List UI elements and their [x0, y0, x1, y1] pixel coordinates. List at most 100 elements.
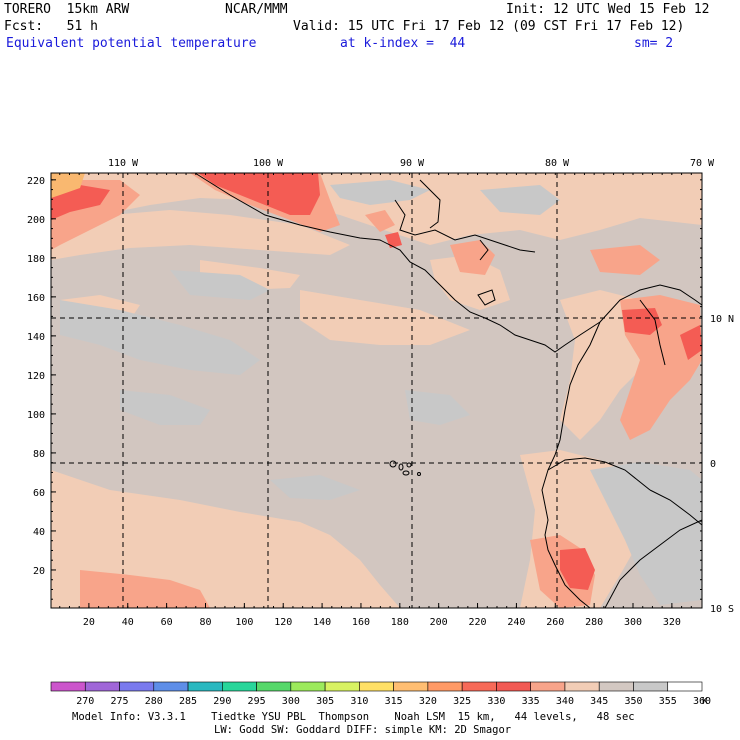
level-index: at k-index = 44 — [340, 36, 466, 51]
colorbar-label: 350 — [624, 696, 642, 707]
longitude-labels: 110 W 100 W 90 W 80 W 70 W — [108, 158, 715, 169]
colorbar-label: 325 — [453, 696, 471, 707]
colorbar-swatch — [153, 681, 189, 692]
colorbar — [50, 681, 703, 692]
colorbar-label: 285 — [179, 696, 197, 707]
colorbar-label: 340 — [556, 696, 574, 707]
y-tick-label: 220 — [27, 176, 45, 187]
colorbar-label: 295 — [248, 696, 266, 707]
x-tick-label: 260 — [546, 617, 564, 628]
model-info-line2: LW: Godd SW: Goddard DIFF: simple KM: 2D… — [214, 724, 512, 736]
x-tick-label: 300 — [624, 617, 642, 628]
colorbar-swatch — [667, 681, 703, 692]
colorbar-swatch — [461, 681, 497, 692]
x-tick-label: 140 — [313, 617, 331, 628]
colorbar-labels: 270 275 280 285 290 295 300 305 310 315 320 325 330 3… — [76, 696, 711, 707]
latlon-grid — [51, 173, 702, 608]
x-tick-label: 240 — [507, 617, 525, 628]
x-tick-label: 160 — [352, 617, 370, 628]
lon-label-110w: 110 W — [108, 158, 139, 169]
colorbar-swatch — [496, 681, 531, 692]
x-tick-label: 20 — [83, 617, 95, 628]
y-tick-label: 120 — [27, 371, 45, 382]
colorbar-swatch — [50, 681, 86, 692]
latitude-labels: 10 N 0 10 S — [710, 314, 734, 615]
colorbar-label: 320 — [419, 696, 437, 707]
y-tick-label: 160 — [27, 293, 45, 304]
colorbar-swatch — [324, 681, 360, 692]
colorbar-label: 290 — [213, 696, 231, 707]
colorbar-label: 355 — [659, 696, 677, 707]
colorbar-swatch — [427, 681, 463, 692]
x-tick-label: 180 — [391, 617, 409, 628]
field-regions-325-330 — [51, 173, 85, 198]
galapagos-islands — [389, 460, 421, 476]
field-name: Equivalent potential temperature — [6, 36, 257, 51]
colorbar-unit: K — [702, 696, 708, 707]
y-tick-label: 140 — [27, 332, 45, 343]
colorbar-label: 310 — [350, 696, 368, 707]
colorbar-swatch — [222, 681, 257, 692]
colorbar-swatch — [359, 681, 394, 692]
field-regions-350-355 — [60, 180, 702, 605]
lon-label-70w: 70 W — [690, 158, 715, 169]
colorbar-swatch — [187, 681, 223, 692]
colorbar-label: 275 — [110, 696, 128, 707]
colorbar-label: 360 — [693, 696, 711, 707]
colorbar-label: 300 — [282, 696, 300, 707]
y-tick-marks — [51, 179, 702, 600]
colorbar-swatch — [290, 681, 326, 692]
y-tick-label: 20 — [33, 566, 45, 577]
model-info-line1: Model Info: V3.3.1 Tiedtke YSU PBL Thomp… — [72, 711, 635, 723]
colorbar-label: 345 — [590, 696, 608, 707]
lon-label-90w: 90 W — [400, 158, 425, 169]
colorbar-label: 330 — [487, 696, 505, 707]
lon-label-100w: 100 W — [253, 158, 284, 169]
smoothing: sm= 2 — [634, 36, 674, 51]
colorbar-swatch — [256, 681, 292, 692]
x-tick-label: 280 — [585, 617, 603, 628]
colorbar-swatch — [393, 681, 429, 692]
y-tick-label: 60 — [33, 488, 45, 499]
map-panel — [50, 172, 703, 609]
colorbar-swatch — [84, 681, 120, 692]
colorbar-swatch — [119, 681, 155, 692]
x-tick-labels: 20 40 60 80 100 120 140 160 180 200 220 240 260 280 30… — [83, 617, 681, 628]
coastlines — [194, 172, 703, 609]
x-tick-label: 100 — [235, 617, 253, 628]
x-tick-label: 220 — [469, 617, 487, 628]
valid-time: Valid: 15 UTC Fri 17 Feb 12 (09 CST Fri … — [293, 19, 685, 34]
colorbar-swatch — [598, 681, 634, 692]
colorbar-swatch — [633, 681, 669, 692]
lat-label-10s: 10 S — [710, 604, 734, 615]
map-frame — [50, 172, 703, 609]
x-tick-label: 200 — [430, 617, 448, 628]
lon-label-80w: 80 W — [545, 158, 570, 169]
lat-label-10n: 10 N — [710, 314, 734, 325]
x-tick-marks — [59, 173, 692, 608]
x-tick-label: 40 — [122, 617, 134, 628]
y-tick-label: 80 — [33, 449, 45, 460]
init-time: Init: 12 UTC Wed 15 Feb 12 — [506, 2, 710, 17]
colorbar-label: 280 — [145, 696, 163, 707]
y-tick-label: 180 — [27, 254, 45, 265]
model-title: TORERO 15km ARW — [4, 2, 130, 17]
colorbar-label: 305 — [316, 696, 334, 707]
y-tick-labels: 20 40 60 80 100 120 140 160 180 200 220 — [27, 176, 45, 577]
y-tick-label: 100 — [27, 410, 45, 421]
x-tick-label: 120 — [274, 617, 292, 628]
colorbar-label: 335 — [522, 696, 540, 707]
y-tick-label: 40 — [33, 527, 45, 538]
lat-label-0: 0 — [710, 459, 716, 470]
colorbar-label: 270 — [76, 696, 94, 707]
x-tick-label: 60 — [161, 617, 173, 628]
y-tick-label: 200 — [27, 215, 45, 226]
colorbar-swatch — [530, 681, 566, 692]
field-regions-330-335 — [51, 173, 702, 590]
colorbar-label: 315 — [385, 696, 403, 707]
x-tick-label: 80 — [199, 617, 211, 628]
forecast-hour: Fcst: 51 h — [4, 19, 98, 34]
x-tick-label: 320 — [663, 617, 681, 628]
model-center: NCAR/MMM — [225, 2, 288, 17]
